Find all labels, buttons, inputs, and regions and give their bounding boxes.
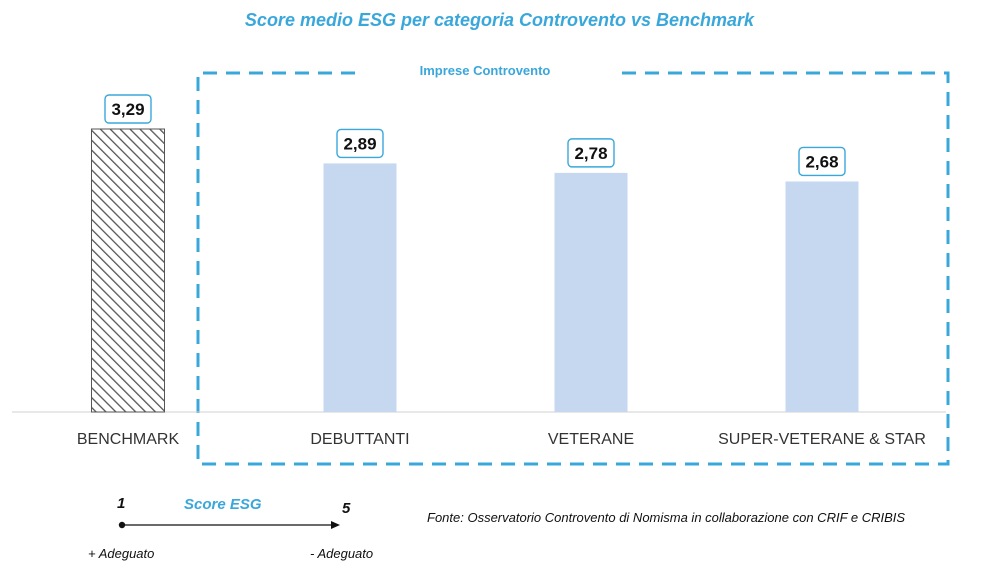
scale-arrow-head xyxy=(331,521,340,529)
value-label-box xyxy=(567,138,615,168)
scale-arrow-start-dot xyxy=(118,521,126,529)
value-label-box xyxy=(336,128,384,159)
value-label-box xyxy=(798,146,846,177)
scale-max-value: 5 xyxy=(342,500,351,517)
value-label: 3,29 xyxy=(111,100,144,119)
chart-title: Score medio ESG per categoria Controvent… xyxy=(244,10,755,30)
scale-min-value: 1 xyxy=(117,495,126,512)
group-label: Imprese Controvento xyxy=(420,63,551,78)
scale-min-label: + Adeguato xyxy=(88,546,155,561)
category-label: SUPER-VETERANE & STAR xyxy=(718,431,926,448)
source-note: Fonte: Osservatorio Controvento di Nomis… xyxy=(427,510,906,525)
bar-veterane xyxy=(554,172,628,412)
bar-super-veterane-star xyxy=(785,181,859,412)
bar-benchmark xyxy=(91,128,165,413)
value-label: 2,78 xyxy=(574,144,607,163)
scale-max-label: - Adeguato xyxy=(310,546,374,561)
category-label: VETERANE xyxy=(548,431,634,448)
value-label: 2,68 xyxy=(805,152,838,171)
category-label: BENCHMARK xyxy=(77,431,180,448)
value-label-box xyxy=(104,94,152,124)
scale-title: Score ESG xyxy=(184,496,262,513)
category-label: DEBUTTANTI xyxy=(310,431,409,448)
value-label: 2,89 xyxy=(343,134,376,153)
group-box xyxy=(196,71,950,466)
bar-debuttanti xyxy=(323,163,397,412)
